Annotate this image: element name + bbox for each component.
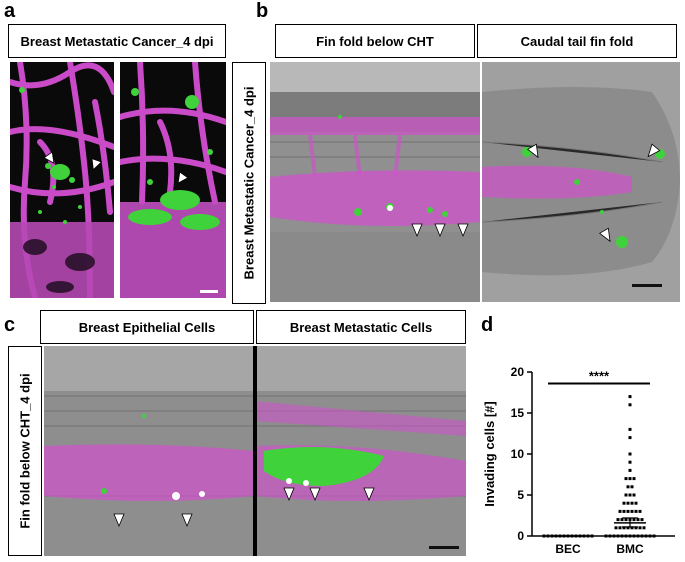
data-point	[628, 460, 632, 464]
data-point	[614, 526, 618, 530]
data-point	[626, 509, 630, 513]
data-point	[640, 534, 644, 538]
data-point	[628, 427, 632, 431]
data-point	[630, 501, 634, 505]
data-point	[632, 534, 636, 538]
data-point	[640, 518, 644, 522]
data-point	[636, 534, 640, 538]
data-point	[608, 534, 612, 538]
data-point	[648, 534, 652, 538]
data-point	[626, 501, 630, 505]
scale-bar	[632, 284, 662, 287]
data-point	[652, 534, 656, 538]
data-point	[628, 493, 632, 497]
panel-b-image-left	[270, 62, 480, 302]
panel-c-image	[44, 346, 466, 556]
data-point	[604, 534, 608, 538]
panel-a-image-left	[10, 62, 114, 298]
data-point	[634, 501, 638, 505]
data-point	[626, 485, 630, 489]
data-point	[542, 534, 546, 538]
data-point	[632, 493, 636, 497]
data-point	[638, 509, 642, 513]
data-point	[618, 509, 622, 513]
y-tick-label: 5	[517, 488, 524, 502]
data-point	[622, 509, 626, 513]
y-axis-label: Invading cells [#]	[482, 401, 497, 506]
x-tick-label: BMC	[616, 542, 644, 556]
panel-a-label: a	[4, 0, 16, 22]
panel-c-side-label-text: Fin fold below CHT_4 dpi	[17, 373, 33, 529]
panel-b-header-1: Fin fold below CHT	[275, 24, 475, 58]
data-point	[628, 477, 632, 481]
data-point	[626, 526, 630, 530]
data-point	[632, 477, 636, 481]
data-point	[620, 518, 624, 522]
data-point	[644, 534, 648, 538]
data-point	[620, 534, 624, 538]
scatter-chart: 0 5 10 15 20 Invading cells [#] BEC BMC ****	[482, 365, 675, 556]
panel-c-header-2: Breast Metastatic Cells	[256, 310, 466, 344]
panel-a-image-right	[120, 62, 226, 298]
y-tick-label: 15	[511, 406, 525, 420]
data-point	[642, 526, 646, 530]
x-tick-label: BEC	[555, 542, 581, 556]
significance-label: ****	[589, 368, 610, 383]
data-point	[624, 477, 628, 481]
scale-bar	[200, 290, 218, 293]
data-point	[630, 509, 634, 513]
panel-b-side-label: Breast Metastatic Cancer_4 dpi	[232, 62, 266, 304]
data-point	[628, 452, 632, 456]
y-tick-label: 10	[511, 447, 525, 461]
panel-b-image-right	[482, 62, 680, 302]
data-point	[630, 485, 634, 489]
data-point	[624, 493, 628, 497]
data-point	[632, 518, 636, 522]
data-point	[624, 518, 628, 522]
data-point	[618, 526, 622, 530]
panel-b-side-label-text: Breast Metastatic Cancer_4 dpi	[241, 86, 257, 280]
y-tick-label: 0	[517, 529, 524, 543]
panel-b-header-2: Caudal tail fin fold	[477, 24, 677, 58]
data-point	[628, 468, 632, 472]
data-point	[616, 518, 620, 522]
scale-bar	[429, 546, 459, 549]
data-point	[628, 534, 632, 538]
data-point	[630, 526, 634, 530]
y-tick-label: 20	[511, 365, 525, 379]
data-point	[624, 534, 628, 538]
data-point	[628, 395, 632, 399]
data-point	[546, 534, 550, 538]
data-point	[590, 534, 594, 538]
panel-c-label: c	[4, 314, 16, 336]
panel-c-side-label: Fin fold below CHT_4 dpi	[8, 346, 42, 556]
data-point	[622, 501, 626, 505]
panel-b-label: b	[256, 0, 269, 22]
data-point	[622, 526, 626, 530]
data-point	[612, 534, 616, 538]
panel-d-label: d	[481, 314, 494, 336]
data-point	[586, 534, 590, 538]
data-point	[638, 526, 642, 530]
panel-a-header: Breast Metastatic Cancer_4 dpi	[8, 24, 226, 58]
data-point	[634, 526, 638, 530]
data-point	[616, 534, 620, 538]
data-point	[634, 509, 638, 513]
panel-c-header-1: Breast Epithelial Cells	[40, 310, 254, 344]
data-point	[628, 403, 632, 407]
data-point	[636, 518, 640, 522]
data-point	[628, 436, 632, 440]
